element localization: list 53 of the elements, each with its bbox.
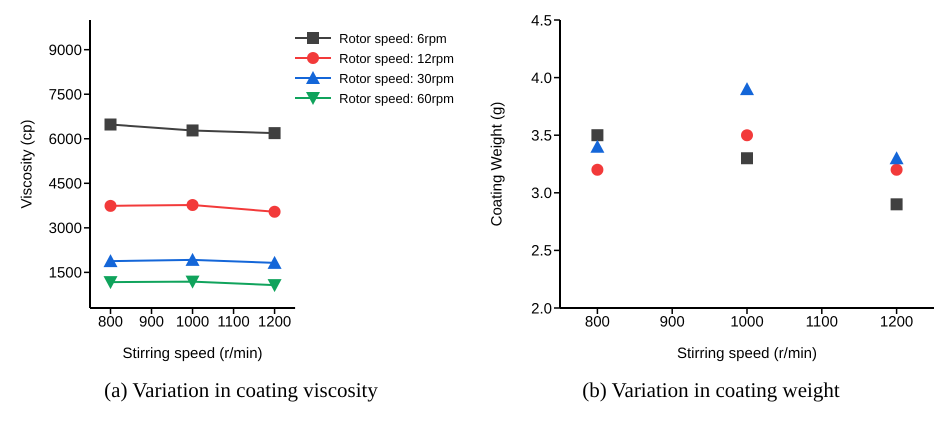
point	[186, 276, 200, 289]
legend-label: Rotor speed: 30rpm	[339, 70, 454, 86]
point	[268, 279, 282, 292]
point	[104, 118, 117, 131]
point	[591, 164, 604, 176]
point	[591, 129, 604, 142]
legend-label: Rotor speed: 12rpm	[339, 50, 454, 66]
x-tick-label: 1000	[730, 314, 764, 331]
point	[186, 198, 199, 211]
point	[890, 198, 903, 210]
x-tick-label: 900	[660, 314, 685, 331]
x-tick-label: 1000	[176, 314, 210, 331]
x-tick-label: 1100	[806, 314, 838, 331]
point	[890, 151, 904, 164]
point	[890, 164, 903, 176]
x-tick-label: 900	[139, 314, 164, 331]
x-axis-title: Stirring speed (r/min)	[122, 345, 263, 362]
point	[741, 152, 753, 164]
y-axis-title: Coating Weight (g)	[488, 102, 506, 226]
x-axis-title: Stirring speed (r/min)	[676, 345, 818, 362]
x-tick-label: 1100	[217, 314, 250, 331]
text: (b) Variation in coating weight	[582, 378, 840, 403]
point	[590, 140, 604, 153]
y-tick-label: 6000	[48, 131, 82, 148]
x-tick-label: 800	[584, 314, 610, 331]
point	[186, 252, 200, 266]
y-tick-label: 7500	[48, 86, 82, 104]
y-tick-label: 2.0	[531, 300, 552, 318]
point	[741, 129, 753, 142]
point	[104, 200, 117, 212]
y-tick-label: 4.0	[531, 70, 552, 87]
x-tick-label: 800	[98, 314, 124, 331]
y-tick-label: 9000	[48, 42, 82, 60]
point	[740, 82, 754, 96]
x-tick-label: 1200	[880, 314, 914, 331]
y-axis-title: Viscosity (cp)	[18, 120, 36, 208]
legend-label: Rotor speed: 6rpm	[339, 30, 447, 46]
point	[104, 276, 118, 290]
y-tick-label: 2.5	[531, 242, 552, 260]
point	[104, 254, 118, 268]
y-tick-label: 3000	[48, 220, 82, 238]
text: (a) Variation in coating viscosity	[104, 378, 378, 403]
point	[268, 127, 281, 140]
y-tick-label: 4.5	[531, 12, 552, 30]
y-tick-label: 1500	[48, 264, 82, 282]
point	[268, 256, 282, 269]
y-tick-label: 4500	[48, 176, 82, 193]
point	[268, 206, 281, 218]
y-tick-label: 3.5	[531, 128, 552, 145]
x-tick-label: 1200	[258, 314, 292, 331]
y-tick-label: 3.0	[531, 185, 552, 202]
point	[186, 124, 199, 136]
legend-label: Rotor speed: 60rpm	[339, 90, 454, 106]
